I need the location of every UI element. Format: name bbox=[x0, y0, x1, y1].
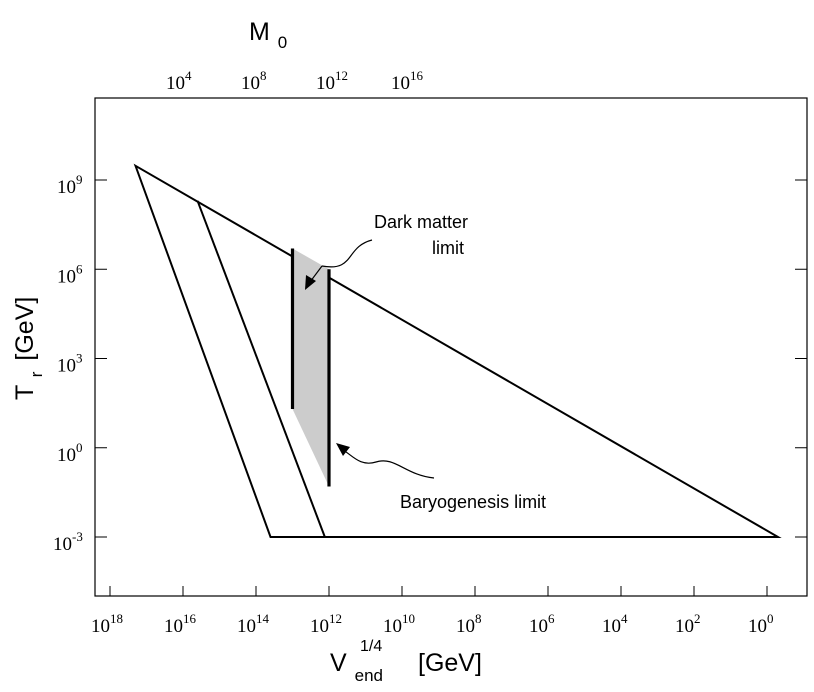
annotation-dark-matter-line2: limit bbox=[432, 238, 464, 258]
x-axis-title-sup: 1/4 bbox=[360, 638, 382, 655]
y-ticks: 109 106 103 100 10-3 bbox=[53, 172, 807, 555]
y-tick-label: 100 bbox=[57, 440, 83, 466]
x-tick-label: 100 bbox=[748, 611, 774, 637]
y-axis-title: T r [GeV] bbox=[11, 297, 48, 400]
annotation-dark-matter-line1: Dark matter bbox=[374, 212, 468, 232]
x-tick-label: 1014 bbox=[237, 611, 270, 637]
top-tick-label: 1012 bbox=[316, 68, 348, 94]
x-axis-title-main: V bbox=[330, 649, 347, 677]
x-axis-title-sub: end bbox=[355, 666, 383, 685]
x-tick-label: 106 bbox=[529, 611, 555, 637]
y-tick-label: 10-3 bbox=[53, 529, 83, 555]
x-tick-label: 1012 bbox=[310, 611, 342, 637]
x-tick-label: 104 bbox=[602, 611, 628, 637]
baryogenesis-arrow-head bbox=[336, 443, 350, 456]
y-tick-label: 103 bbox=[57, 351, 83, 377]
y-axis-title-unit: [GeV] bbox=[11, 297, 39, 361]
baryogenesis-arrow-curve bbox=[342, 449, 435, 479]
top-ticks: 104 108 1012 1016 bbox=[166, 68, 424, 94]
x-ticks: 1018 1016 1014 1012 1010 108 106 104 102 100 bbox=[91, 586, 774, 637]
top-axis-title-main: M bbox=[249, 18, 270, 46]
inner-boundary-line bbox=[196, 200, 326, 538]
y-tick-label: 106 bbox=[57, 261, 83, 287]
x-axis-title-unit: [GeV] bbox=[418, 649, 482, 677]
dark-matter-arrow-curve bbox=[321, 239, 373, 268]
top-tick-label: 104 bbox=[166, 68, 192, 94]
x-axis-title: V end bbox=[330, 649, 383, 685]
top-tick-label: 1016 bbox=[391, 68, 424, 94]
y-axis-title-main: T bbox=[11, 385, 39, 400]
x-tick-label: 1010 bbox=[383, 611, 415, 637]
y-axis-title-sub: r bbox=[27, 371, 46, 377]
y-tick-label: 109 bbox=[57, 172, 83, 198]
regions-layer bbox=[133, 163, 782, 538]
allowed-band bbox=[292, 248, 329, 487]
x-tick-label: 1016 bbox=[164, 611, 197, 637]
annotation-arrows bbox=[305, 239, 435, 479]
annotation-baryogenesis: Baryogenesis limit bbox=[400, 492, 546, 512]
svg-text:T r [GeV]: T r [GeV] bbox=[11, 297, 48, 400]
x-tick-label: 102 bbox=[675, 611, 701, 637]
top-tick-label: 108 bbox=[241, 68, 267, 94]
top-axis-title: M 0 bbox=[249, 18, 287, 52]
dark-matter-arrow-head bbox=[305, 275, 316, 290]
top-axis-title-sub: 0 bbox=[278, 33, 287, 52]
plot-frame bbox=[94, 97, 808, 597]
x-tick-label: 1018 bbox=[91, 611, 123, 637]
x-tick-label: 108 bbox=[456, 611, 482, 637]
